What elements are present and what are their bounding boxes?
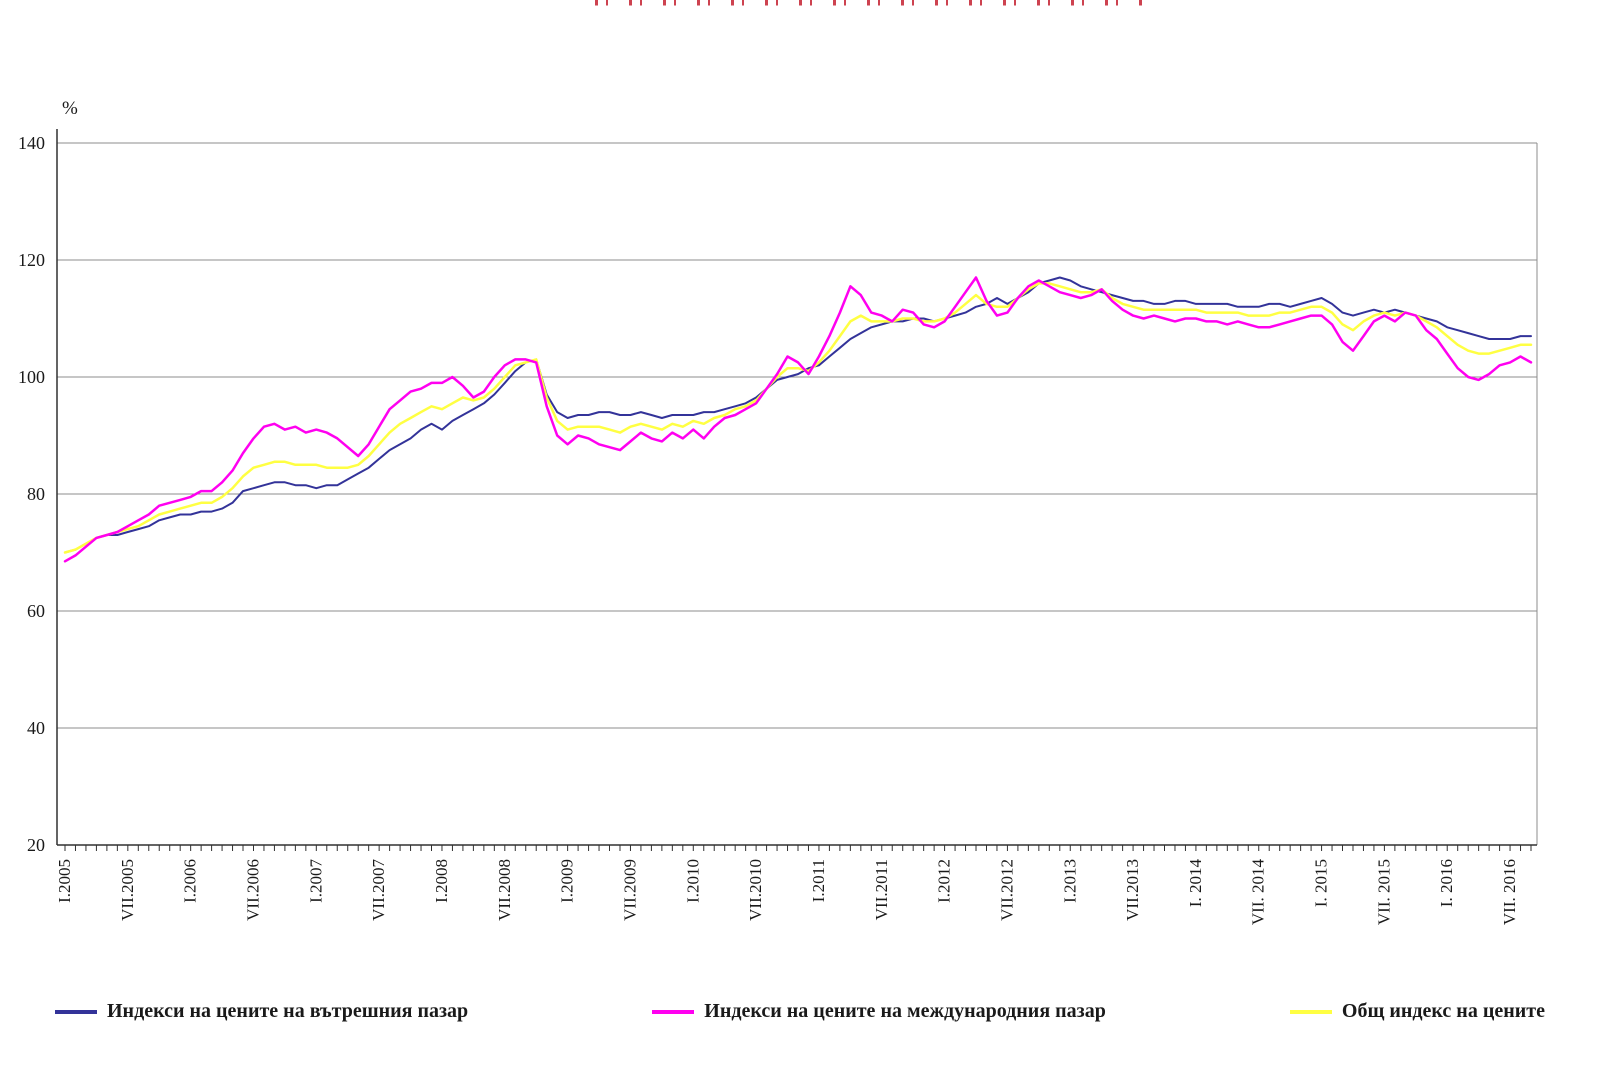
- legend-line-swatch: [652, 1009, 695, 1014]
- x-tick-label: I.2011: [809, 859, 828, 902]
- x-tick-label: VII.2011: [872, 859, 891, 920]
- x-tick-label: VII.2008: [495, 859, 514, 921]
- x-tick-label: VII.2010: [746, 859, 765, 921]
- x-tick-label: VII.2005: [118, 859, 137, 921]
- x-tick-label: VII.2013: [1123, 859, 1142, 921]
- legend-line-swatch: [55, 1009, 97, 1014]
- x-tick-label: I. 2016: [1437, 859, 1456, 907]
- legend-line-swatch: [1289, 1009, 1332, 1014]
- y-tick-label: 60: [27, 601, 45, 621]
- y-tick-label: 20: [27, 835, 45, 855]
- y-axis-unit-label: %: [62, 98, 78, 119]
- x-tick-label: I.2008: [432, 859, 451, 903]
- y-tick-label: 40: [27, 718, 45, 738]
- x-tick-label: VII.2006: [243, 859, 262, 921]
- y-tick-label: 140: [18, 133, 45, 153]
- chart-legend: Индекси на цените на вътрешния пазар Инде…: [55, 1000, 1545, 1023]
- line-chart-canvas: 20 40 60 80 100 120 140 I.2005 VII.2005 I.2006 VII…: [18, 129, 1538, 926]
- series-line-0: [64, 276, 1532, 554]
- x-tick-label: VII. 2014: [1249, 859, 1268, 926]
- y-tick-label: 100: [18, 367, 45, 387]
- x-tick-label: VII. 2015: [1374, 859, 1393, 925]
- series-line-2: [63, 282, 1533, 554]
- x-tick-label: I.2010: [683, 859, 702, 903]
- x-tick-label: VII.2009: [620, 859, 639, 921]
- x-tick-label: I.2012: [935, 859, 954, 903]
- legend-label: Индекси на цените на вътрешния пазар: [107, 1000, 469, 1022]
- legend-item-2: Общ индекс на цените: [1289, 1000, 1545, 1023]
- legend-item-0: Индекси на цените на вътрешния пазар: [55, 1000, 468, 1023]
- x-tick-label: VII.2012: [997, 859, 1016, 921]
- x-tick-label: VII. 2016: [1500, 859, 1519, 925]
- x-tick-label: I.2006: [181, 859, 200, 903]
- y-tick-label: 120: [18, 250, 45, 270]
- x-tick-label: I.2007: [306, 859, 325, 903]
- legend-item-1: Индекси на цените на международния пазар: [652, 1000, 1106, 1023]
- legend-label: Индекси на цените на международния пазар: [704, 1000, 1106, 1022]
- series-line-1: [63, 276, 1533, 563]
- x-tick-label: I. 2014: [1186, 859, 1205, 908]
- x-tick-label: VII.2007: [369, 859, 388, 921]
- x-tick-label: I.2005: [55, 859, 74, 903]
- x-tick-label: I.2013: [1060, 859, 1079, 903]
- legend-label: Общ индекс на цените: [1341, 1000, 1545, 1022]
- x-tick-label: I. 2015: [1312, 859, 1331, 907]
- x-tick-label: I.2009: [558, 859, 577, 903]
- cropped-title-fragment: [595, 0, 1150, 6]
- y-tick-label: 80: [27, 484, 45, 504]
